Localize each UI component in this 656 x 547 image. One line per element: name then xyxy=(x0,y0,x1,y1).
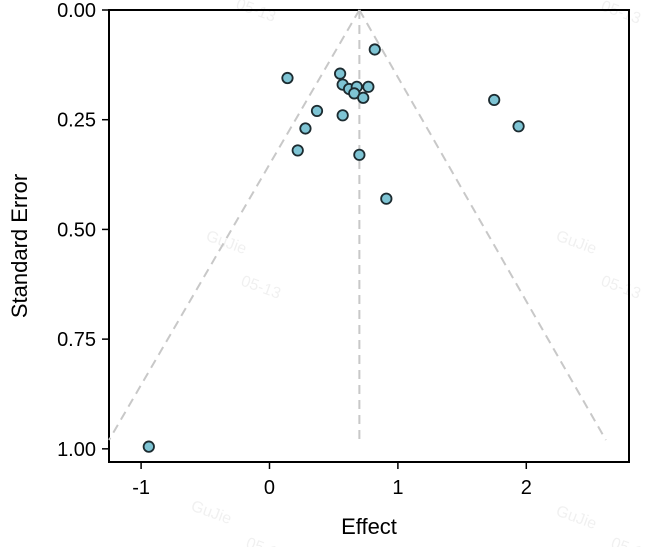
watermark-date-4: 05-13 xyxy=(244,535,288,547)
study-point-13 xyxy=(512,120,525,133)
funnel-left-boundary xyxy=(108,9,361,441)
study-point-16 xyxy=(353,148,366,161)
study-point-1 xyxy=(368,43,381,56)
y-tick-label-3: 0.75 xyxy=(57,329,96,351)
funnel-lines xyxy=(108,9,607,445)
plot-panel-border xyxy=(108,9,630,463)
study-point-2 xyxy=(334,67,347,80)
watermark-date-1: 05-13 xyxy=(599,0,643,28)
y-tick-label-0: 0.00 xyxy=(57,0,96,22)
x-axis: -1 0 1 2 xyxy=(132,462,532,499)
y-axis-title: Standard Error xyxy=(7,174,32,318)
study-point-3 xyxy=(281,71,294,85)
study-point-15 xyxy=(291,144,304,157)
watermark-date-2: 05-13 xyxy=(239,273,283,303)
study-points xyxy=(142,43,525,453)
study-point-14 xyxy=(299,122,312,135)
y-axis: 0.00 0.25 0.50 0.75 1.00 xyxy=(57,0,109,461)
study-point-7 xyxy=(362,80,375,93)
study-point-12 xyxy=(336,109,349,122)
study-point-11 xyxy=(310,104,324,118)
funnel-right-boundary xyxy=(358,9,607,441)
y-tick-label-2: 0.50 xyxy=(57,219,96,241)
y-tick-label-4: 1.00 xyxy=(57,439,96,461)
watermark-date-3: 05-13 xyxy=(599,273,643,303)
watermark-date-0: 05-13 xyxy=(234,0,278,26)
study-point-18 xyxy=(142,440,155,453)
watermark-name-2: GuJie xyxy=(189,498,234,528)
watermark-date-5: 05-13 xyxy=(609,535,653,547)
watermark-name-3: GuJie xyxy=(554,503,599,533)
study-point-10 xyxy=(488,93,501,107)
x-tick-label-2: 1 xyxy=(392,477,403,499)
y-tick-label-1: 0.25 xyxy=(57,110,96,132)
x-tick-label-3: 2 xyxy=(521,477,532,499)
x-tick-label-1: 0 xyxy=(264,477,275,499)
watermark-name-0: GuJie xyxy=(204,228,249,258)
watermark-name-1: GuJie xyxy=(554,228,599,258)
study-point-9 xyxy=(357,91,370,104)
study-point-17 xyxy=(380,192,393,205)
x-axis-title: Effect xyxy=(341,514,397,539)
x-tick-label-0: -1 xyxy=(132,477,150,499)
